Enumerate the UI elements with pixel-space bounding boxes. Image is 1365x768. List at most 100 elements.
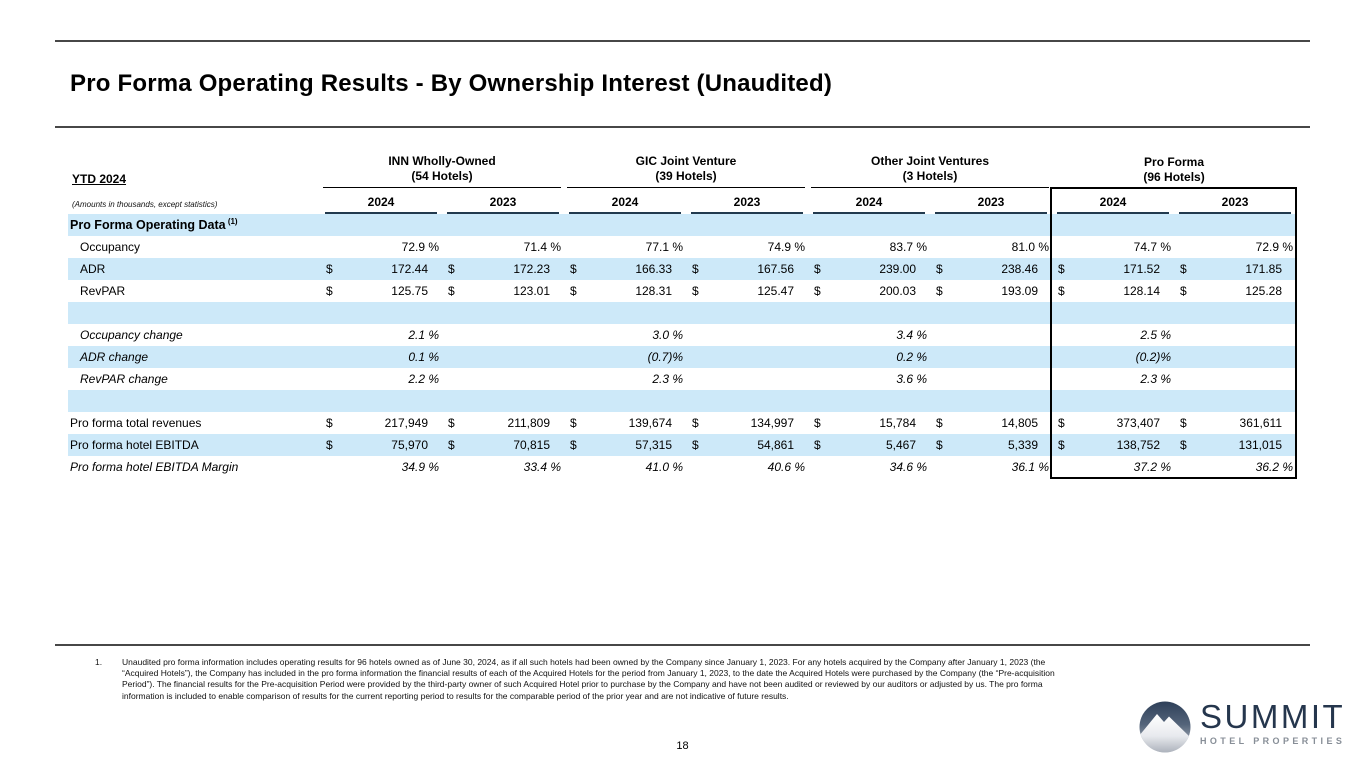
table-cell [1052,390,1175,412]
cell-content: $217,949 [320,416,442,430]
cell-value: 172.23 [513,262,551,276]
cell-content: 74.9 % [686,240,808,254]
cell-content: (0.7)% [564,350,686,364]
cell-content: $70,815 [442,438,564,452]
results-table: YTD 2024 INN Wholly-Owned (54 Hotels) GIC J… [68,152,1297,478]
cell-value: 172.44 [391,262,428,276]
table-cell [442,368,564,390]
table-cell: $167.56 [686,258,809,280]
table-cell [1174,324,1296,346]
cell-content: $361,611 [1174,416,1296,430]
cell-value: 75,970 [391,438,428,452]
group-name: INN Wholly-Owned [388,153,496,168]
table-cell: 36.1 % [930,456,1052,478]
table-cell: 77.1 % [564,236,686,258]
cell-value: 74.9 % [767,240,806,254]
table-row [68,390,1297,412]
table-head: YTD 2024 INN Wholly-Owned (54 Hotels) GIC J… [68,152,1296,214]
table-cell [1174,346,1297,368]
table-cell [442,390,565,412]
group-header-cell: Pro Forma (96 Hotels) [1052,152,1296,188]
table-cell: $125.75 [320,280,442,302]
cell-content: $171.85 [1174,262,1296,276]
year-header: 2024 [569,195,682,214]
cell-content: $134,997 [686,416,808,430]
year-header: 2024 [325,195,437,214]
dollar-sign: $ [570,438,577,452]
table-cell: 3.6 % [808,368,930,390]
table-cell: $128.31 [564,280,686,302]
dollar-sign: $ [570,262,577,276]
cell-content: 2.3 % [1052,372,1174,386]
table-cell [686,214,809,236]
table-row: RevPAR $125.75 $123.01 $128.31 $125.47 $200.0… [68,280,1296,302]
units-note-cell: (Amounts in thousands, except statistics… [68,188,320,214]
dollar-sign: $ [448,284,455,298]
group-header: GIC Joint Venture (39 Hotels) [567,154,806,188]
table-cell: $5,467 [808,434,931,456]
table-cell [686,368,808,390]
dollar-sign: $ [1180,416,1187,430]
dollar-sign: $ [1180,284,1187,298]
cell-value: 54,861 [757,438,795,452]
table-cell: $125.28 [1174,280,1296,302]
row-label: Pro forma hotel EBITDA Margin [70,460,239,474]
table-cell [808,302,931,324]
table-cell: 72.9 % [1174,236,1296,258]
table-row: Occupancy change 2.1 % 3.0 % 3.4 % 2.5 % [68,324,1296,346]
dollar-sign: $ [570,284,577,298]
cell-value: 36.1 % [1011,460,1050,474]
table-cell: (0.2)% [1052,346,1175,368]
table-cell: 2.1 % [320,324,442,346]
cell-content: 83.7 % [808,240,930,254]
row-label: ADR [68,258,320,280]
table-cell [1052,214,1175,236]
dollar-sign: $ [936,416,943,430]
row-label: Pro forma hotel EBITDA [68,434,320,456]
table-cell [686,324,808,346]
row-label [68,390,320,412]
year-header-cell: 2024 [1052,188,1174,214]
group-hotel-count: (3 Hotels) [902,169,958,184]
cell-value: 70,815 [513,438,551,452]
dollar-sign: $ [936,284,943,298]
cell-value: 71.4 % [523,240,562,254]
group-name: Other Joint Ventures [871,153,990,168]
dollar-sign: $ [814,262,821,276]
table-cell [320,302,442,324]
cell-content: 2.1 % [320,328,442,342]
footnote-number: 1. [95,657,103,667]
cell-content: 0.2 % [808,350,930,364]
logo-subtitle: HOTEL PROPERTIES [1200,735,1346,746]
table-cell: 2.2 % [320,368,442,390]
cell-content: 37.2 % [1052,460,1174,474]
cell-content: $172.23 [442,262,564,276]
table-cell: 36.2 % [1174,456,1296,478]
cell-value: 2.3 % [652,372,684,386]
cell-content: $166.33 [564,262,686,276]
cell-value: 166.33 [635,262,673,276]
cell-content: $125.47 [686,284,808,298]
group-header-cell: Other Joint Ventures (3 Hotels) [808,152,1052,188]
cell-content: $15,784 [808,416,930,430]
table-cell [564,302,687,324]
table-cell [442,214,565,236]
footnote: 1. Unaudited pro forma information inclu… [95,657,1085,702]
cell-content: $75,970 [320,438,442,452]
cell-value: 2.2 % [408,372,439,386]
period-label: YTD 2024 [72,172,127,186]
cell-value: 14,805 [1001,416,1039,430]
cell-value: 81.0 % [1011,240,1050,254]
table-cell: $172.23 [442,258,565,280]
cell-content: 3.0 % [564,328,686,342]
cell-content: 2.2 % [320,372,442,386]
cell-value: 123.01 [513,284,551,298]
cell-value: 74.7 % [1133,240,1172,254]
table-cell: (0.7)% [564,346,687,368]
table-cell [930,390,1053,412]
cell-value: 33.4 % [523,460,562,474]
year-header-cell: 2023 [1174,188,1296,214]
title-divider [55,126,1310,128]
table-cell: 2.3 % [564,368,686,390]
table-cell: $217,949 [320,412,442,434]
